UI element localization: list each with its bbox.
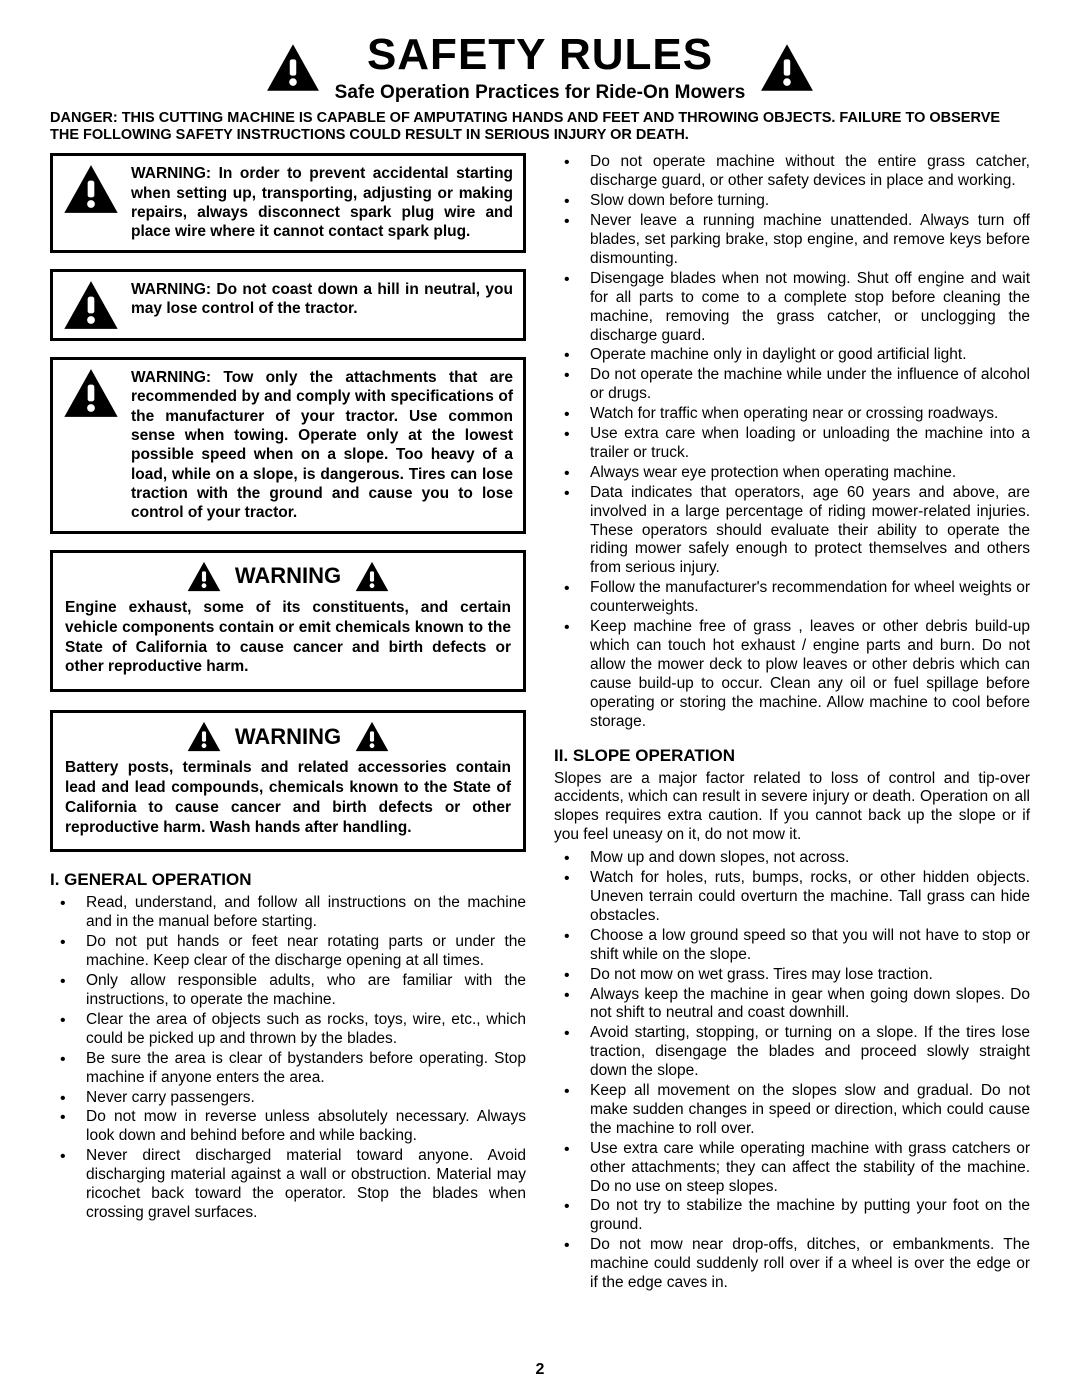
- list-item: Do not operate machine without the entir…: [554, 153, 1030, 191]
- list-item: Always wear eye protection when operatin…: [554, 464, 1030, 483]
- list-item: Read, understand, and follow all instruc…: [50, 894, 526, 932]
- warning-box-text: WARNING: Tow only the attachments that a…: [131, 368, 513, 523]
- list-item: Never leave a running machine unattended…: [554, 212, 1030, 269]
- list-item: Do not operate the machine while under t…: [554, 366, 1030, 404]
- general-operation-heading: I. GENERAL OPERATION: [50, 870, 526, 890]
- list-item: Choose a low ground speed so that you wi…: [554, 927, 1030, 965]
- warning-section-header: WARNING: [65, 721, 511, 752]
- warning-icon: [187, 721, 221, 752]
- warning-label: WARNING: [235, 724, 341, 750]
- subtitle: Safe Operation Practices for Ride-On Mow…: [335, 82, 746, 104]
- list-item: Do not mow on wet grass. Tires may lose …: [554, 966, 1030, 985]
- list-item: Do not try to stabilize the machine by p…: [554, 1197, 1030, 1235]
- list-item: Keep all movement on the slopes slow and…: [554, 1082, 1030, 1139]
- left-column: WARNING: In order to prevent accidental …: [50, 153, 526, 1294]
- warning-icon: [266, 43, 320, 92]
- page-header: SAFETY RULES Safe Operation Practices fo…: [50, 30, 1030, 143]
- list-item: Do not mow in reverse unless absolutely …: [50, 1108, 526, 1146]
- list-item: Operate machine only in daylight or good…: [554, 346, 1030, 365]
- list-item: Be sure the area is clear of bystanders …: [50, 1050, 526, 1088]
- warning-section-body: Engine exhaust, some of its constituents…: [65, 598, 511, 677]
- list-item: Mow up and down slopes, not across.: [554, 849, 1030, 868]
- warning-section-exhaust: WARNING Engine exhaust, some of its cons…: [50, 550, 526, 692]
- warning-icon: [187, 561, 221, 592]
- list-item: Use extra care while operating machine w…: [554, 1140, 1030, 1197]
- warning-icon: [760, 43, 814, 92]
- list-item: Keep machine free of grass , leaves or o…: [554, 618, 1030, 731]
- warning-icon: [355, 561, 389, 592]
- warning-section-battery: WARNING Battery posts, terminals and rel…: [50, 710, 526, 852]
- list-item: Avoid starting, stopping, or turning on …: [554, 1024, 1030, 1081]
- list-item: Slow down before turning.: [554, 192, 1030, 211]
- list-item: Use extra care when loading or unloading…: [554, 425, 1030, 463]
- general-operation-continued-list: Do not operate machine without the entir…: [554, 153, 1030, 731]
- danger-text: DANGER: THIS CUTTING MACHINE IS CAPABLE …: [50, 110, 1030, 143]
- list-item: Data indicates that operators, age 60 ye…: [554, 484, 1030, 579]
- title-group: SAFETY RULES Safe Operation Practices fo…: [335, 30, 746, 104]
- list-item: Clear the area of objects such as rocks,…: [50, 1011, 526, 1049]
- slope-intro: Slopes are a major factor related to los…: [554, 770, 1030, 846]
- list-item: Never carry passengers.: [50, 1089, 526, 1108]
- warning-section-body: Battery posts, terminals and related acc…: [65, 758, 511, 837]
- list-item: Only allow responsible adults, who are f…: [50, 972, 526, 1010]
- warning-icon: [355, 721, 389, 752]
- slope-operation-list: Mow up and down slopes, not across.Watch…: [554, 849, 1030, 1293]
- list-item: Always keep the machine in gear when goi…: [554, 986, 1030, 1024]
- title-row: SAFETY RULES Safe Operation Practices fo…: [50, 30, 1030, 104]
- list-item: Do not mow near drop-offs, ditches, or e…: [554, 1236, 1030, 1293]
- list-item: Never direct discharged material toward …: [50, 1147, 526, 1223]
- warning-icon: [63, 164, 119, 214]
- list-item: Watch for holes, ruts, bumps, rocks, or …: [554, 869, 1030, 926]
- warning-box-hill: WARNING: Do not coast down a hill in neu…: [50, 269, 526, 341]
- general-operation-list: Read, understand, and follow all instruc…: [50, 894, 526, 1222]
- warning-label: WARNING: [235, 563, 341, 589]
- list-item: Watch for traffic when operating near or…: [554, 405, 1030, 424]
- warning-box-spark-plug: WARNING: In order to prevent accidental …: [50, 153, 526, 253]
- warning-icon: [63, 368, 119, 418]
- main-title: SAFETY RULES: [335, 30, 746, 80]
- content-columns: WARNING: In order to prevent accidental …: [50, 153, 1030, 1294]
- right-column: Do not operate machine without the entir…: [554, 153, 1030, 1294]
- warning-box-text: WARNING: In order to prevent accidental …: [131, 164, 513, 242]
- warning-icon: [63, 280, 119, 330]
- page-number: 2: [536, 1361, 545, 1379]
- warning-box-text: WARNING: Do not coast down a hill in neu…: [131, 280, 513, 319]
- list-item: Disengage blades when not mowing. Shut o…: [554, 270, 1030, 346]
- warning-box-tow: WARNING: Tow only the attachments that a…: [50, 357, 526, 534]
- list-item: Do not put hands or feet near rotating p…: [50, 933, 526, 971]
- slope-operation-heading: II. SLOPE OPERATION: [554, 746, 1030, 766]
- list-item: Follow the manufacturer's recommendation…: [554, 579, 1030, 617]
- warning-section-header: WARNING: [65, 561, 511, 592]
